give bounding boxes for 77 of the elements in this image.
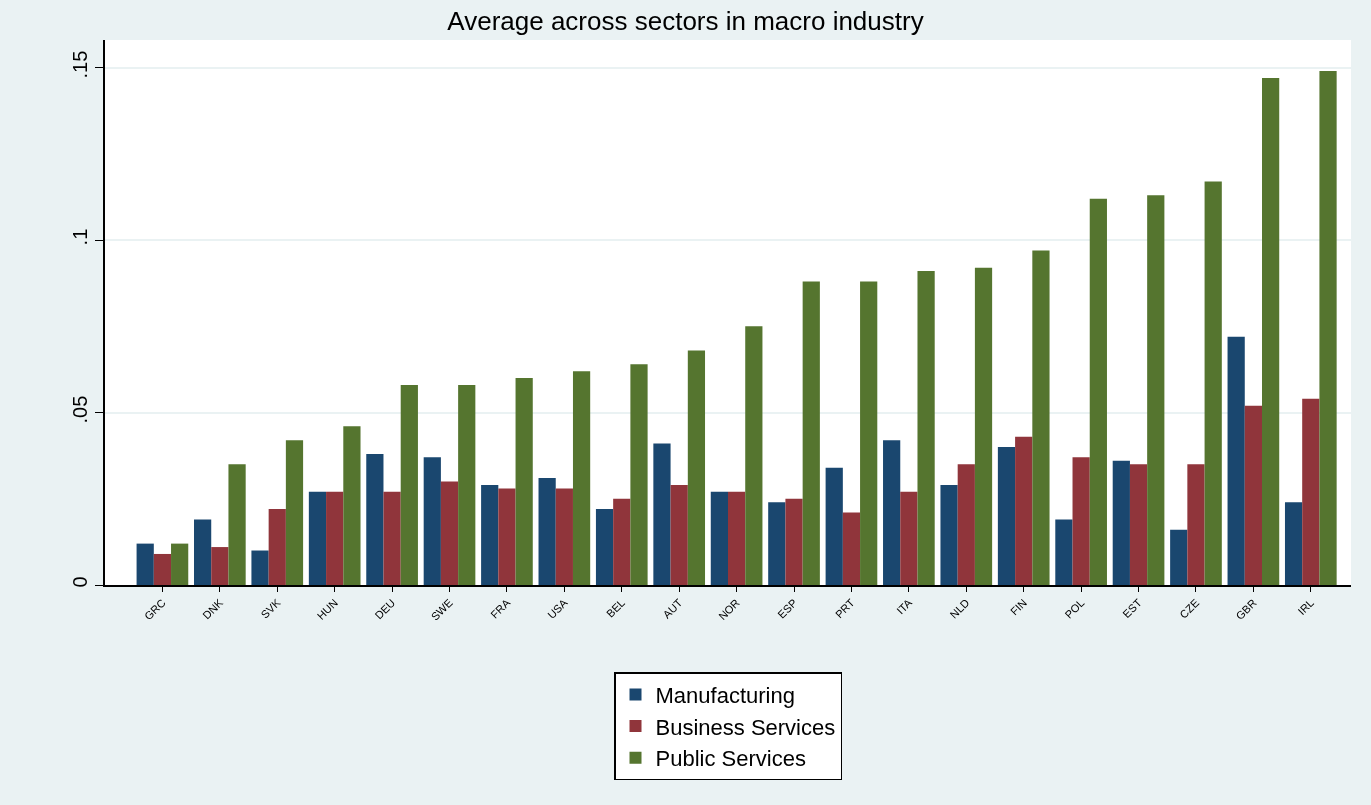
bar: [1055, 519, 1073, 585]
bar: [1187, 464, 1205, 585]
x-tick-label: FIN: [1007, 596, 1030, 618]
bar: [1204, 181, 1222, 585]
bar: [343, 426, 361, 585]
bar: [1147, 195, 1165, 585]
bar: [1170, 529, 1188, 585]
bar: [572, 371, 591, 585]
bar: [515, 378, 533, 585]
bar: [1319, 71, 1337, 585]
bar: [194, 519, 212, 585]
bar: [1129, 464, 1148, 585]
bar: [251, 550, 269, 585]
bar: [1284, 502, 1303, 585]
bar: [940, 484, 958, 585]
bar: [171, 543, 189, 585]
x-tick-label: ITA: [894, 596, 915, 617]
bar: [400, 384, 418, 585]
bar: [653, 443, 671, 585]
bar: [785, 498, 803, 585]
bar: [136, 543, 154, 585]
chart-title: Average across sectors in macro industry: [447, 6, 924, 37]
bar: [745, 326, 763, 585]
bar: [1262, 77, 1280, 585]
bar: [1032, 250, 1050, 585]
bar: [997, 447, 1016, 585]
bar: [687, 350, 706, 585]
bar: [268, 509, 286, 585]
bar: [538, 478, 556, 585]
bar: [768, 502, 786, 585]
bar: [366, 453, 384, 585]
bar: [228, 464, 246, 585]
bar: [458, 384, 476, 585]
bar: [670, 484, 688, 585]
legend-label: Manufacturing: [655, 683, 795, 709]
bar: [153, 553, 172, 585]
bar: [1015, 436, 1033, 585]
bar: [326, 491, 344, 585]
bar: [917, 271, 935, 585]
bar: [974, 267, 993, 585]
bar: [825, 467, 843, 585]
x-tick-label: BEL: [603, 596, 628, 620]
bar: [383, 491, 401, 585]
bar: [498, 488, 516, 585]
bar: [423, 457, 441, 585]
bar: [613, 498, 631, 585]
x-tick-label: IRL: [1295, 596, 1317, 618]
bar: [1302, 398, 1320, 585]
bar: [440, 481, 459, 585]
bar: [481, 484, 499, 585]
bar: [308, 491, 327, 585]
bar: [1112, 460, 1130, 585]
bar: [883, 440, 901, 585]
bar: [842, 512, 861, 585]
bar: [285, 440, 304, 585]
bar: [1072, 457, 1090, 585]
x-tick-label: USA: [545, 596, 571, 621]
y-tick-label: .1: [69, 228, 91, 246]
y-tick-label: .15: [69, 50, 91, 79]
bar: [211, 547, 229, 585]
y-tick-label: 0: [69, 576, 91, 588]
bar: [595, 509, 614, 585]
x-tick-label: POL: [1062, 596, 1087, 621]
bar: [728, 491, 746, 585]
legend-label: Public Services: [655, 746, 806, 772]
bar: [630, 364, 648, 585]
bar: [1227, 336, 1245, 585]
bar: [957, 464, 975, 585]
bar: [1244, 405, 1262, 585]
bar: [1089, 198, 1107, 585]
bar: [900, 491, 918, 585]
y-tick-label: .05: [69, 395, 91, 424]
bar: [860, 281, 878, 585]
bar: [710, 491, 728, 585]
bar: [802, 281, 820, 585]
bar: [555, 488, 573, 585]
legend-label: Business Services: [655, 714, 836, 740]
